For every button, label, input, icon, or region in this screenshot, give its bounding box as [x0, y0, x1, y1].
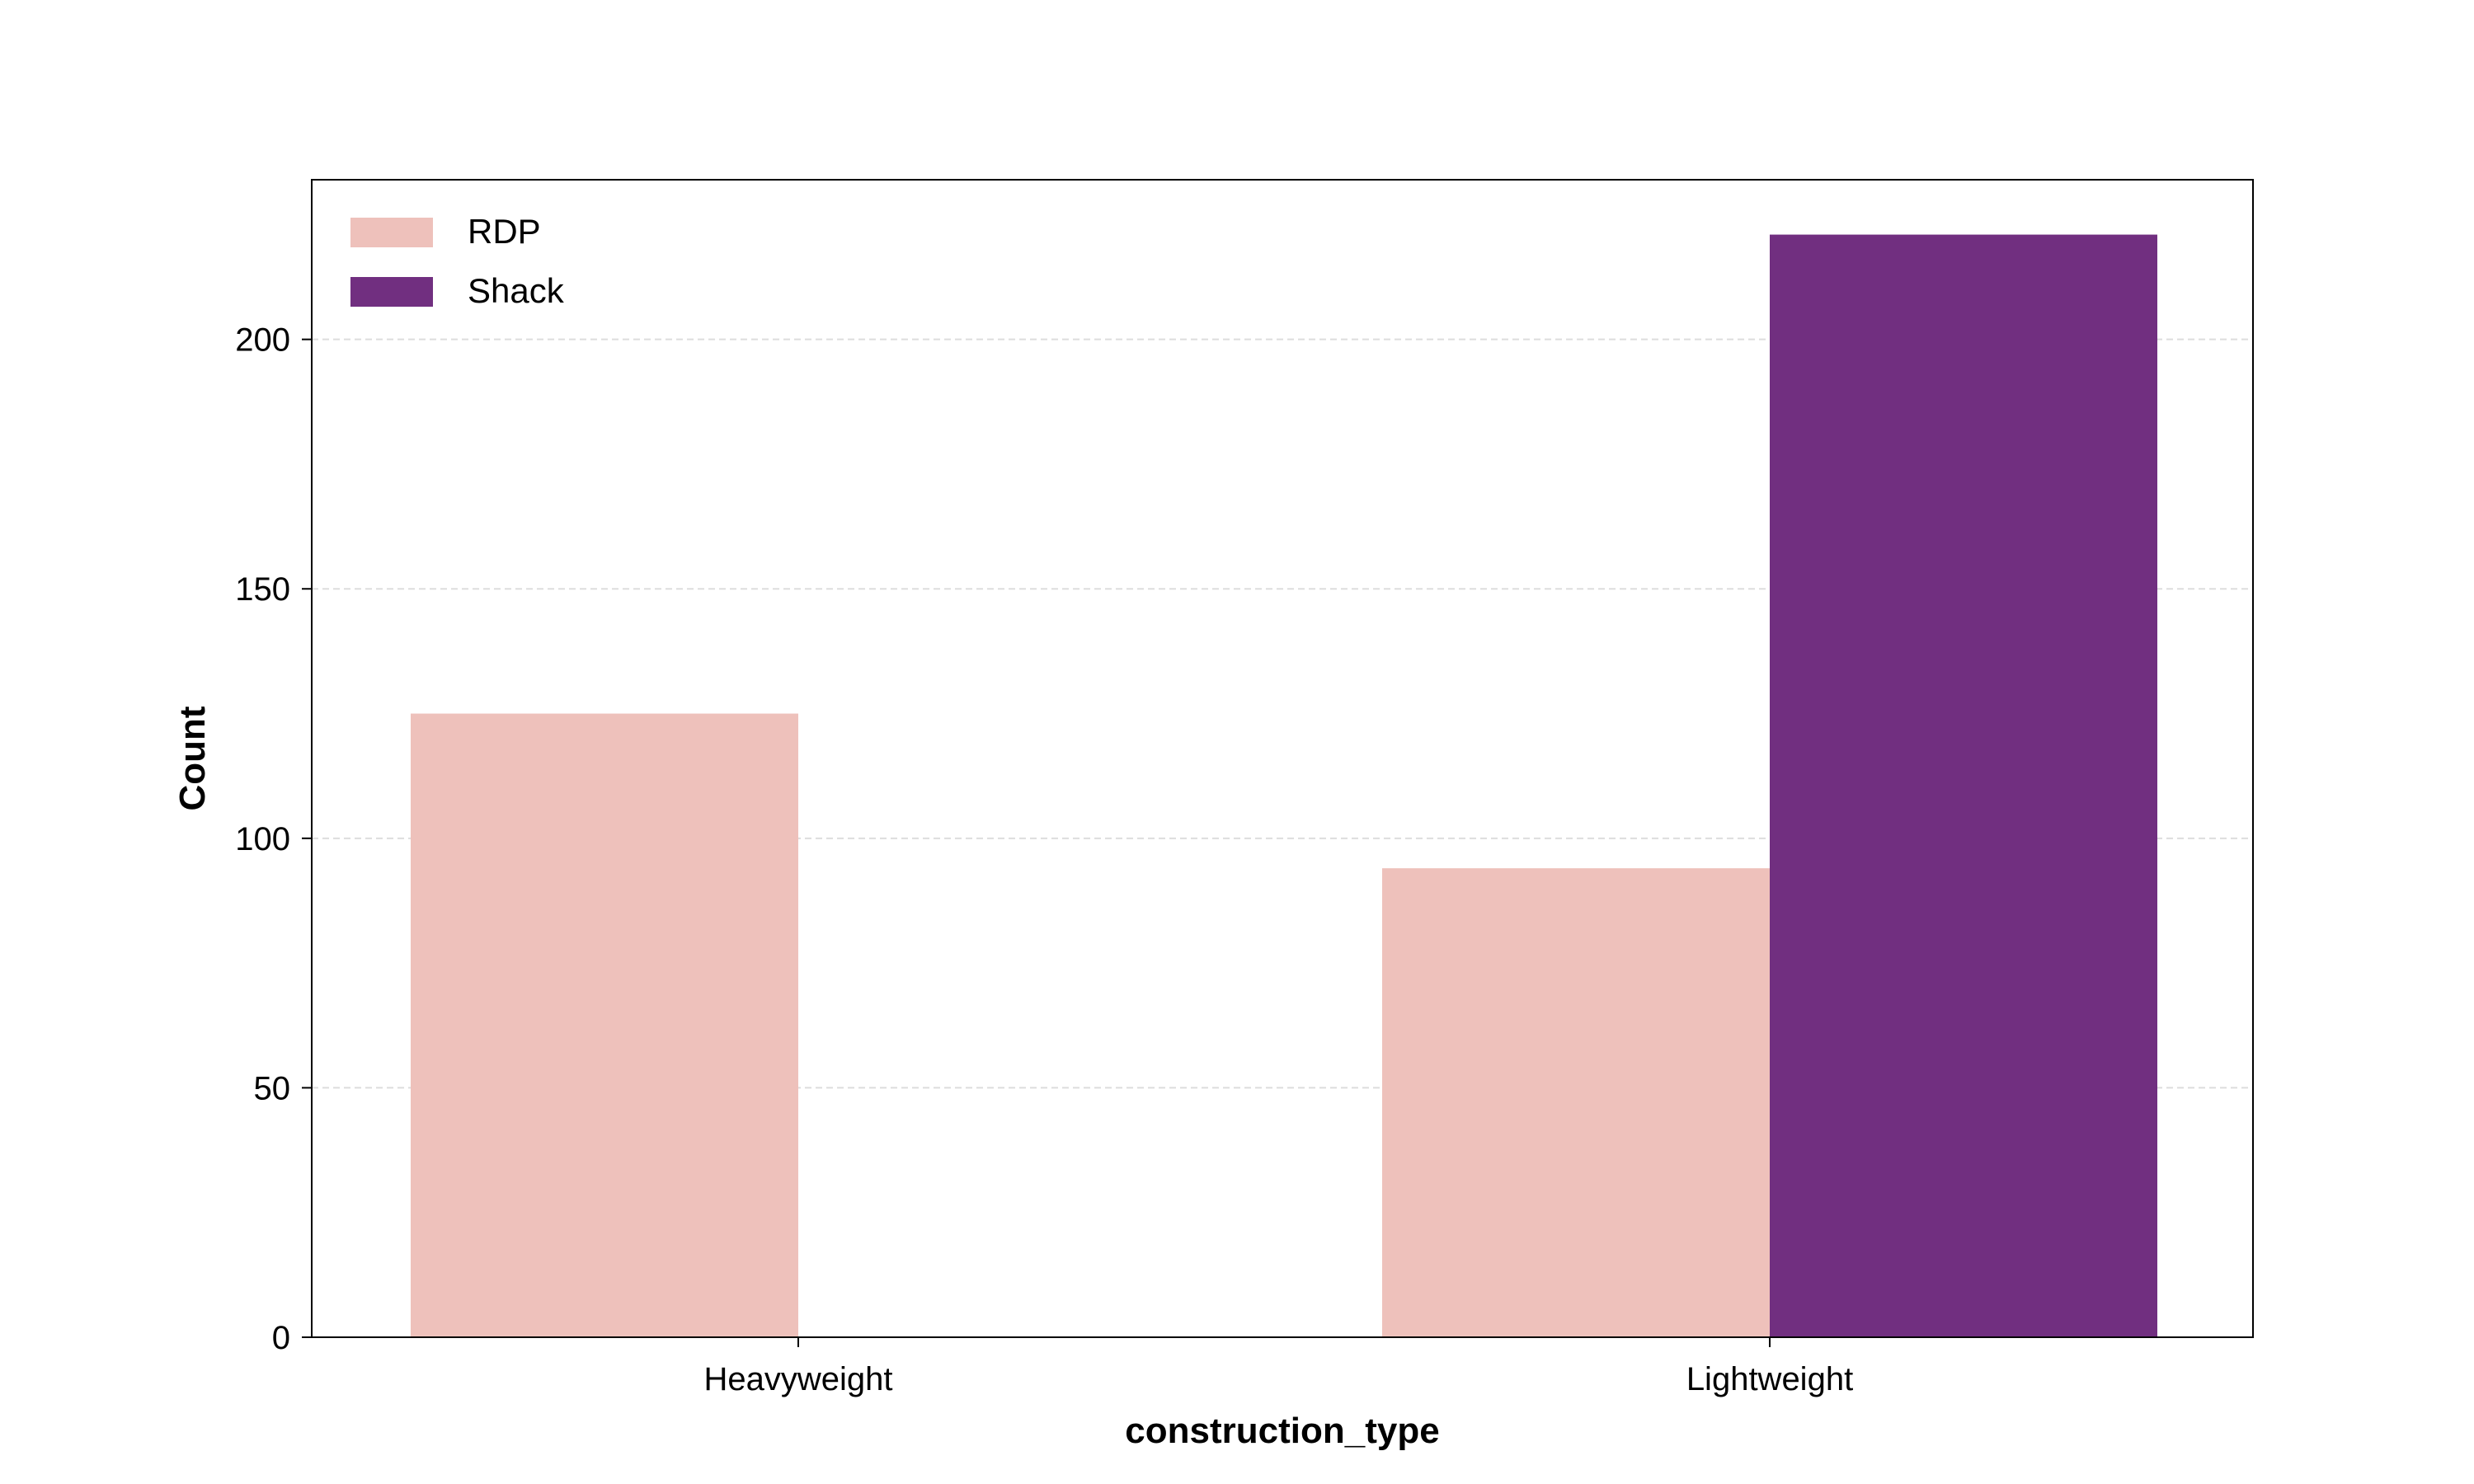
y-tick-label: 0	[272, 1320, 290, 1356]
legend: RDP Shack	[350, 212, 565, 310]
bar-shack-lightweight	[1770, 234, 2157, 1337]
bar-rdp-heavyweight	[411, 713, 798, 1337]
bar-rdp-lightweight	[1382, 868, 1770, 1337]
y-tick-label: 100	[235, 821, 290, 857]
x-tick-label: Heavyweight	[703, 1361, 892, 1397]
y-tick-label: 150	[235, 571, 290, 608]
legend-label-rdp: RDP	[468, 212, 541, 251]
x-tick-label: Lightweight	[1686, 1361, 1853, 1397]
legend-swatch-rdp	[350, 218, 433, 247]
y-axis-title: Count	[172, 706, 213, 810]
y-tick-label: 200	[235, 322, 290, 359]
y-axis: 0 50 100 150 200	[235, 322, 312, 1356]
x-axis: Heavyweight Lightweight	[703, 1337, 1853, 1397]
legend-swatch-shack	[350, 277, 433, 307]
legend-label-shack: Shack	[468, 271, 565, 310]
y-tick-label: 50	[254, 1070, 291, 1106]
x-axis-title: construction_type	[1125, 1411, 1439, 1451]
plot-frame	[311, 179, 2254, 1338]
bars	[411, 234, 2157, 1337]
